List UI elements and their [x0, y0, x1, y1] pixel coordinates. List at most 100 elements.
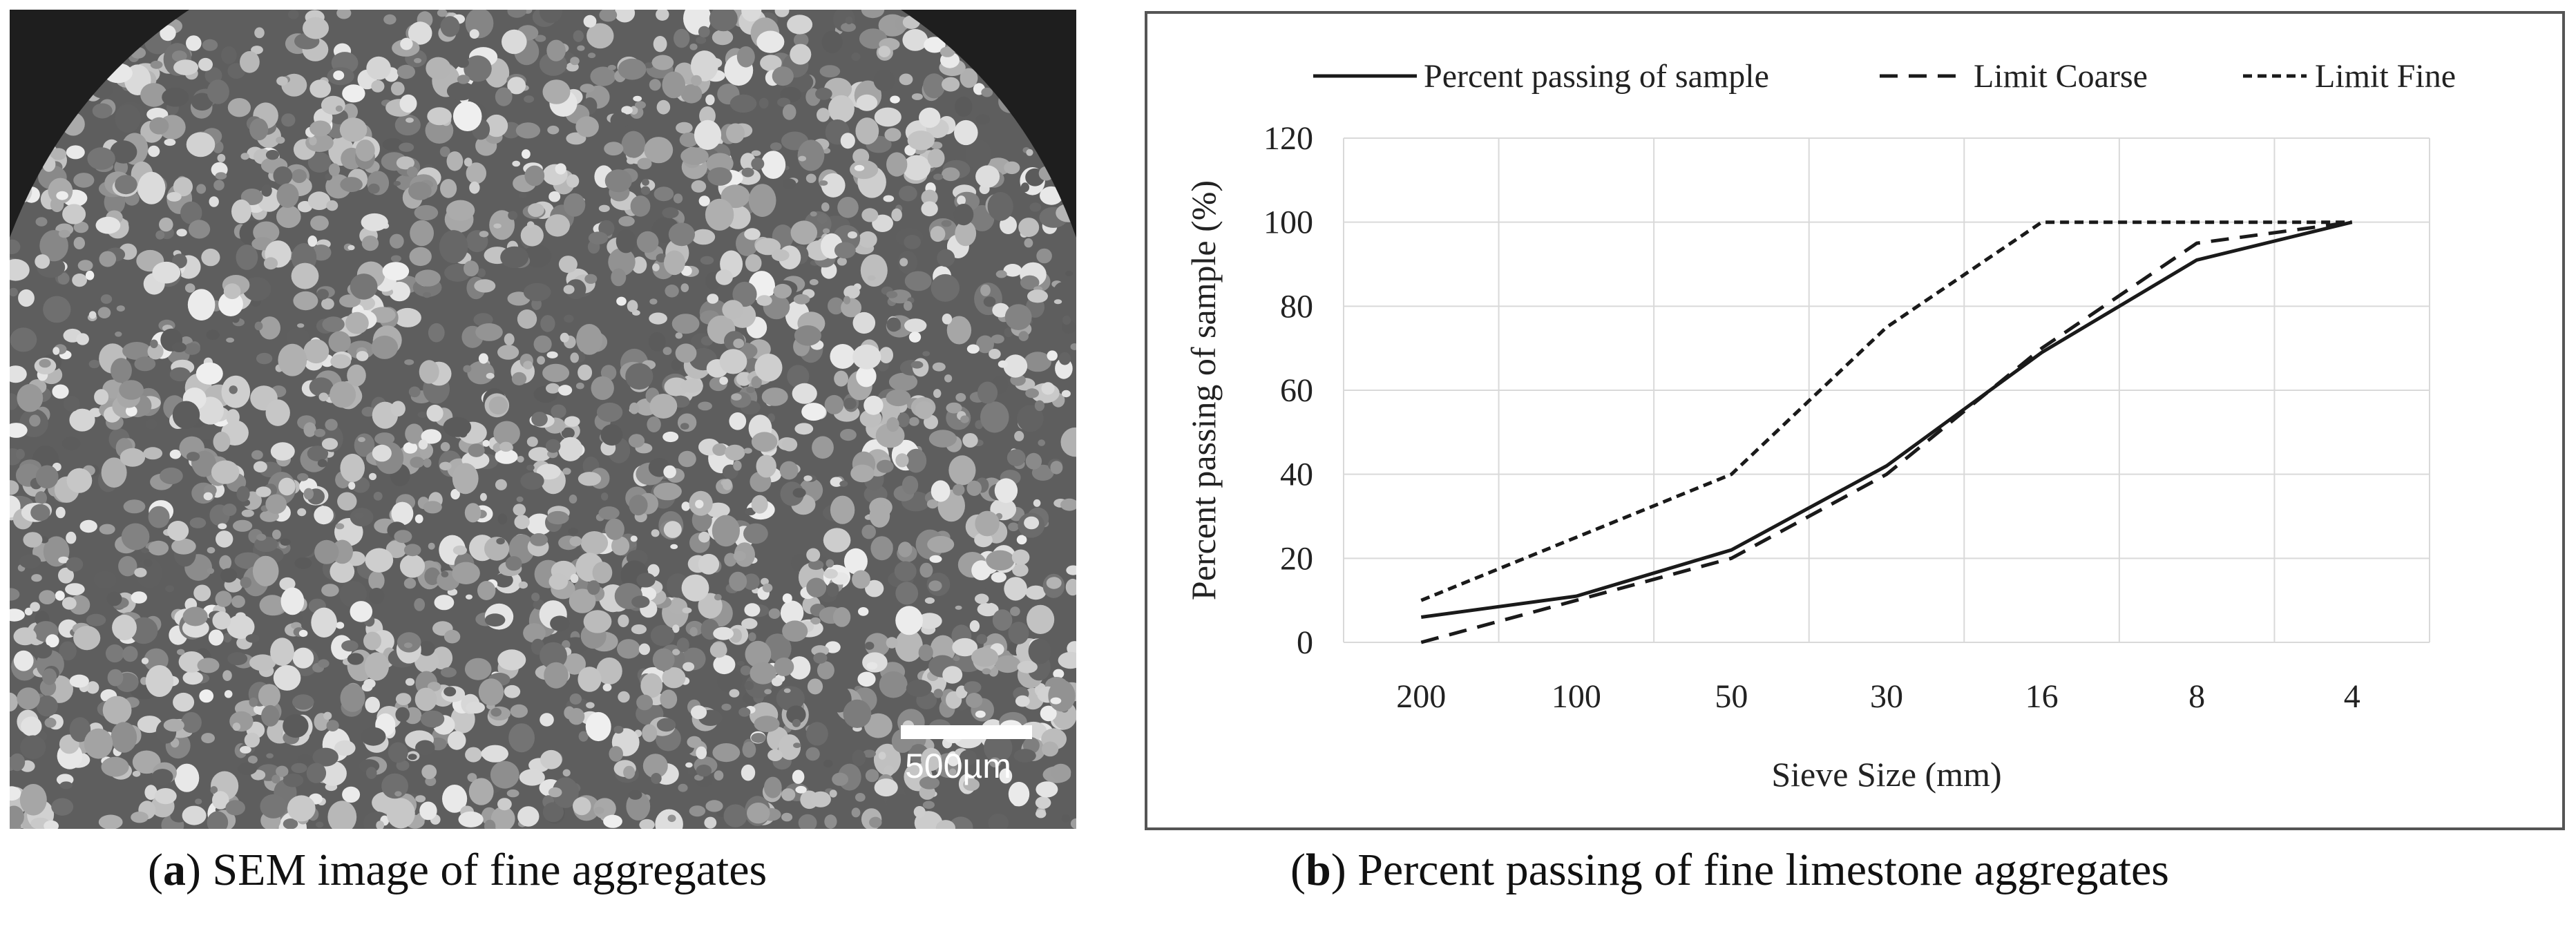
sem-particle	[283, 713, 309, 738]
sem-particle	[1003, 354, 1028, 378]
sem-particle	[1070, 818, 1076, 829]
sem-particle	[1027, 604, 1055, 635]
sem-particle	[1026, 149, 1033, 156]
sem-particle	[44, 820, 59, 829]
sem-particle	[874, 778, 898, 797]
sem-particle	[202, 39, 218, 51]
sem-particle	[256, 533, 267, 541]
sem-particle	[678, 783, 688, 792]
sem-particle	[569, 495, 578, 504]
sem-particle	[953, 655, 960, 662]
sem-particle	[790, 220, 818, 245]
sem-particle	[493, 223, 502, 229]
sem-particle	[396, 156, 415, 170]
sem-particle	[567, 528, 579, 535]
sem-particle	[604, 142, 624, 156]
sem-particle	[439, 230, 468, 264]
sem-particle	[546, 39, 566, 61]
sem-particle	[58, 229, 70, 238]
sem-particle	[298, 629, 308, 638]
sem-particle	[886, 637, 898, 649]
sem-particle	[876, 459, 894, 473]
sem-particle	[292, 169, 307, 183]
sem-particle	[400, 37, 413, 50]
sem-particle	[680, 283, 689, 292]
sem-particle	[841, 22, 856, 32]
sem-particle	[500, 246, 529, 269]
sem-particle	[395, 693, 412, 705]
sem-particle	[942, 314, 953, 325]
sem-particle	[865, 633, 890, 657]
sem-particle	[490, 806, 515, 829]
sem-particle	[1050, 697, 1062, 705]
sem-particle	[134, 568, 147, 577]
sem-particle	[540, 749, 562, 769]
sem-particle	[382, 138, 403, 151]
sem-particle	[726, 123, 745, 144]
sem-particle	[182, 671, 203, 685]
sem-particle	[318, 392, 329, 401]
sem-particle	[823, 568, 838, 579]
sem-particle	[369, 472, 376, 481]
sem-particle	[865, 769, 879, 783]
sem-particle	[680, 147, 709, 165]
sem-particle	[381, 773, 408, 799]
sem-particle	[330, 381, 356, 408]
sem-particle	[813, 652, 828, 664]
sem-particle	[919, 107, 941, 128]
sem-particle	[20, 735, 46, 760]
legend-label: Limit Coarse	[1974, 58, 2148, 95]
sem-particle	[770, 142, 782, 151]
sem-particle	[256, 486, 271, 497]
sem-particle	[829, 789, 837, 798]
sem-particle	[1017, 405, 1044, 432]
sem-particle	[309, 136, 317, 146]
sem-particle	[1038, 439, 1045, 446]
sem-particle	[403, 544, 421, 557]
sem-particle	[85, 270, 95, 280]
sem-particle	[546, 351, 558, 358]
sem-particle	[440, 667, 457, 678]
sem-particle	[469, 181, 480, 194]
sem-particle	[524, 95, 535, 103]
sem-particle	[10, 393, 19, 410]
sem-particle	[115, 175, 137, 195]
sem-particle	[819, 180, 828, 186]
sem-particle	[931, 480, 951, 502]
y-tick-label: 20	[1280, 540, 1313, 577]
sem-particle	[577, 45, 585, 51]
sem-particle	[42, 668, 57, 685]
sem-particle	[297, 754, 313, 765]
sem-particle	[72, 274, 87, 287]
sem-particle	[347, 653, 364, 665]
sem-particle	[788, 656, 811, 680]
sem-particle	[539, 10, 562, 23]
sem-particle	[468, 443, 485, 457]
sem-particle	[248, 86, 260, 99]
sem-particle	[590, 66, 616, 86]
sem-particle	[616, 229, 636, 253]
sem-particle	[314, 428, 325, 437]
sem-particle	[253, 461, 267, 472]
sem-particle	[1042, 741, 1059, 757]
sem-particle	[254, 321, 263, 331]
sem-particle	[733, 550, 746, 562]
sem-particle	[482, 439, 490, 447]
sem-particle	[854, 164, 865, 171]
sem-particle	[342, 84, 365, 103]
sem-particle	[689, 626, 698, 637]
sem-particle	[860, 254, 888, 287]
sem-particle	[231, 314, 240, 323]
sem-particle	[499, 441, 513, 452]
sem-particle	[793, 33, 809, 48]
sem-particle	[674, 28, 690, 48]
series-line-percent-passing-of-sample	[1420, 220, 2353, 619]
sem-particle	[478, 353, 488, 364]
sem-particle	[464, 260, 479, 277]
sem-particle	[587, 580, 600, 595]
sem-particle	[497, 649, 526, 671]
sem-particle	[265, 399, 290, 426]
sem-particle	[635, 101, 646, 109]
sem-particle	[761, 577, 769, 586]
sem-particle	[59, 781, 73, 789]
